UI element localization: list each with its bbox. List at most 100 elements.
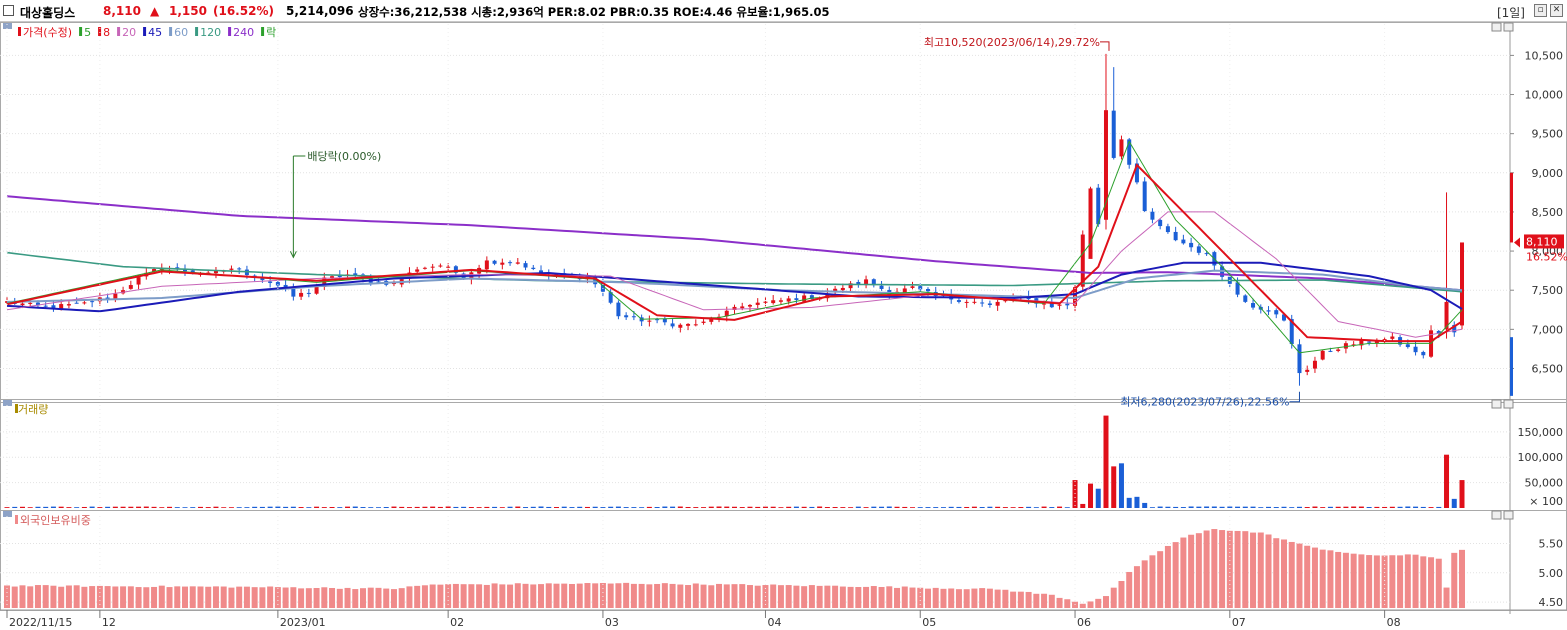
volume-bar [1072,480,1078,508]
high-annotation: 최고10,520(2023/06/14),29.72% [924,36,1100,49]
volume-bar [507,506,513,508]
candle-body [856,282,861,285]
candle-body [1243,295,1248,302]
volume-bar [1165,506,1171,508]
volume-bar [406,507,412,508]
volume-bar [778,507,784,508]
foreign-bar [197,586,204,608]
volume-bar [995,506,1001,508]
foreign-bar [599,582,606,608]
volume-bar [1033,507,1039,508]
foreign-bar [561,583,568,608]
volume-bar [793,506,799,508]
foreign-bar [352,589,359,608]
price-tick-label: 10,500 [1525,49,1564,62]
foreign-bar [375,587,382,608]
candle-body [415,269,420,272]
volume-bar [12,506,18,508]
foreign-bar [251,587,258,608]
foreign-bar [290,587,297,608]
legend-label: 60 [174,26,188,39]
panel-handle-icon [3,400,12,406]
candle-body [1405,344,1410,348]
foreign-bar [267,586,274,608]
volume-bar [143,506,149,508]
foreign-bar [499,584,506,608]
volume-bar [66,507,72,508]
volume-bar [4,507,10,508]
foreign-bar [27,586,34,608]
foreign-bar [429,584,436,608]
volume-bar [352,506,358,508]
foreign-bar [723,584,730,608]
candle-body [353,273,358,276]
volume-bar [685,506,691,508]
foreign-bar [948,588,955,608]
legend-label: 240 [233,26,254,39]
foreign-bar [894,587,901,608]
foreign-bar [1459,549,1465,608]
volume-bar [886,506,892,508]
volume-bar [971,506,977,508]
foreign-bar [1149,555,1156,608]
legend-label: 8 [103,26,110,39]
candle-body [701,321,706,323]
price-tick-label: 9,000 [1532,167,1564,180]
volume-bar [1026,506,1032,508]
volume-bar [167,506,173,508]
foreign-bar [1420,556,1427,608]
volume-bar [1142,502,1148,508]
volume-bar [832,507,838,508]
current-price-marker [1514,237,1520,248]
volume-bar [855,506,861,508]
foreign-bar [1118,580,1125,608]
foreign-bar [1025,591,1032,608]
volume-bar [290,506,296,508]
volume-value: 5,214,096 [286,4,354,18]
select-checkbox[interactable] [3,5,14,16]
volume-bar [623,507,629,508]
foreign-bar [785,585,792,608]
candle-body [1390,336,1395,339]
candle-body [778,300,783,302]
candle-body [113,293,118,299]
minimize-icon[interactable]: ▫ [1534,4,1547,17]
foreign-bar [65,585,72,608]
candle-body [20,303,25,306]
candle-body [631,316,636,318]
legend-swatch [79,27,83,36]
candle-body [662,318,667,323]
foreign-bar [801,586,808,608]
foreign-bar [1110,587,1117,608]
foreign-bar [630,583,637,608]
foreign-bar [545,583,552,608]
foreign-tick-label: 4.50 [1539,596,1564,609]
foreign-bar [793,585,800,608]
candle-body [740,306,745,309]
candle-body [1189,242,1194,248]
volume-bar [1459,480,1465,508]
foreign-bar [143,587,150,608]
foreign-bar [1010,591,1017,608]
volume-bar [817,506,823,508]
foreign-bar [205,586,212,608]
legend-swatch [143,27,147,36]
timeframe-label[interactable]: [1일] [1496,6,1525,20]
day-range-bar-low [1510,337,1513,396]
candle-body [1266,310,1271,312]
close-icon[interactable]: ✕ [1550,4,1563,17]
foreign-bar [390,589,397,608]
foreign-bar [1203,530,1210,608]
panel-maximize-icon [1491,22,1502,32]
candle-body [786,298,791,302]
volume-bar [639,507,645,508]
volume-bar [546,506,552,508]
volume-bar [716,506,722,508]
foreign-bar [1195,533,1202,608]
candle-body [1096,187,1101,225]
volume-bar [1188,506,1194,508]
x-tick-label: 07 [1232,616,1246,629]
volume-bar [940,507,946,508]
volume-bar [801,506,807,508]
candle-body [809,295,814,299]
